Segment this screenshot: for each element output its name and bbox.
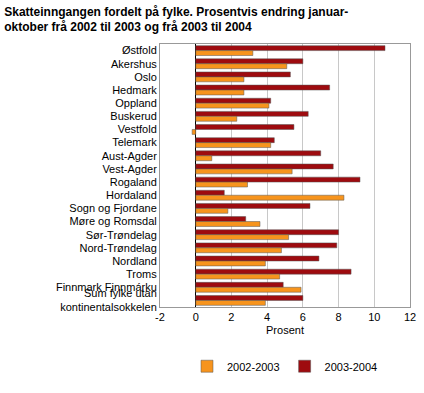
svg-text:2: 2 [228, 311, 234, 323]
svg-text:2003-2004: 2003-2004 [325, 361, 378, 373]
svg-text:Oslo: Oslo [134, 71, 157, 83]
svg-text:Møre og Romsdal: Møre og Romsdal [69, 215, 156, 227]
svg-text:Akershus: Akershus [111, 58, 157, 70]
svg-text:Skatteinngangen fordelt på fyl: Skatteinngangen fordelt på fylke. Prosen… [4, 5, 348, 35]
svg-text:Østfold: Østfold [122, 44, 157, 56]
svg-text:Aust-Agder: Aust-Agder [102, 150, 157, 162]
svg-text:Telemark: Telemark [112, 136, 157, 148]
svg-text:Vestfold: Vestfold [118, 123, 157, 135]
svg-text:Troms: Troms [126, 268, 157, 280]
svg-text:Vest-Agder: Vest-Agder [102, 163, 157, 175]
svg-text:10: 10 [368, 311, 380, 323]
svg-text:Nord-Trøndelag: Nord-Trøndelag [80, 242, 157, 254]
svg-text:2002-2003: 2002-2003 [227, 361, 280, 373]
svg-text:Finnmark Finnmárku: Finnmark Finnmárku [56, 281, 157, 293]
svg-text:Prosent: Prosent [266, 324, 304, 336]
svg-text:Hedmark: Hedmark [112, 84, 157, 96]
svg-text:12: 12 [404, 311, 416, 323]
svg-text:Buskerud: Buskerud [110, 110, 156, 122]
svg-text:Sogn og Fjordane: Sogn og Fjordane [69, 202, 156, 214]
svg-text:-2: -2 [155, 311, 165, 323]
svg-text:Hordaland: Hordaland [106, 189, 157, 201]
svg-text:Sør-Trøndelag: Sør-Trøndelag [86, 229, 157, 241]
svg-text:Nordland: Nordland [112, 255, 157, 267]
svg-text:4: 4 [264, 311, 270, 323]
svg-text:0: 0 [193, 311, 199, 323]
svg-text:8: 8 [336, 311, 342, 323]
svg-text:Rogaland: Rogaland [110, 176, 157, 188]
svg-text:Oppland: Oppland [115, 97, 157, 109]
svg-text:6: 6 [300, 311, 306, 323]
svg-text:Sum fylke utankontinentalsokke: Sum fylke utankontinentalsokkelen [60, 287, 157, 313]
